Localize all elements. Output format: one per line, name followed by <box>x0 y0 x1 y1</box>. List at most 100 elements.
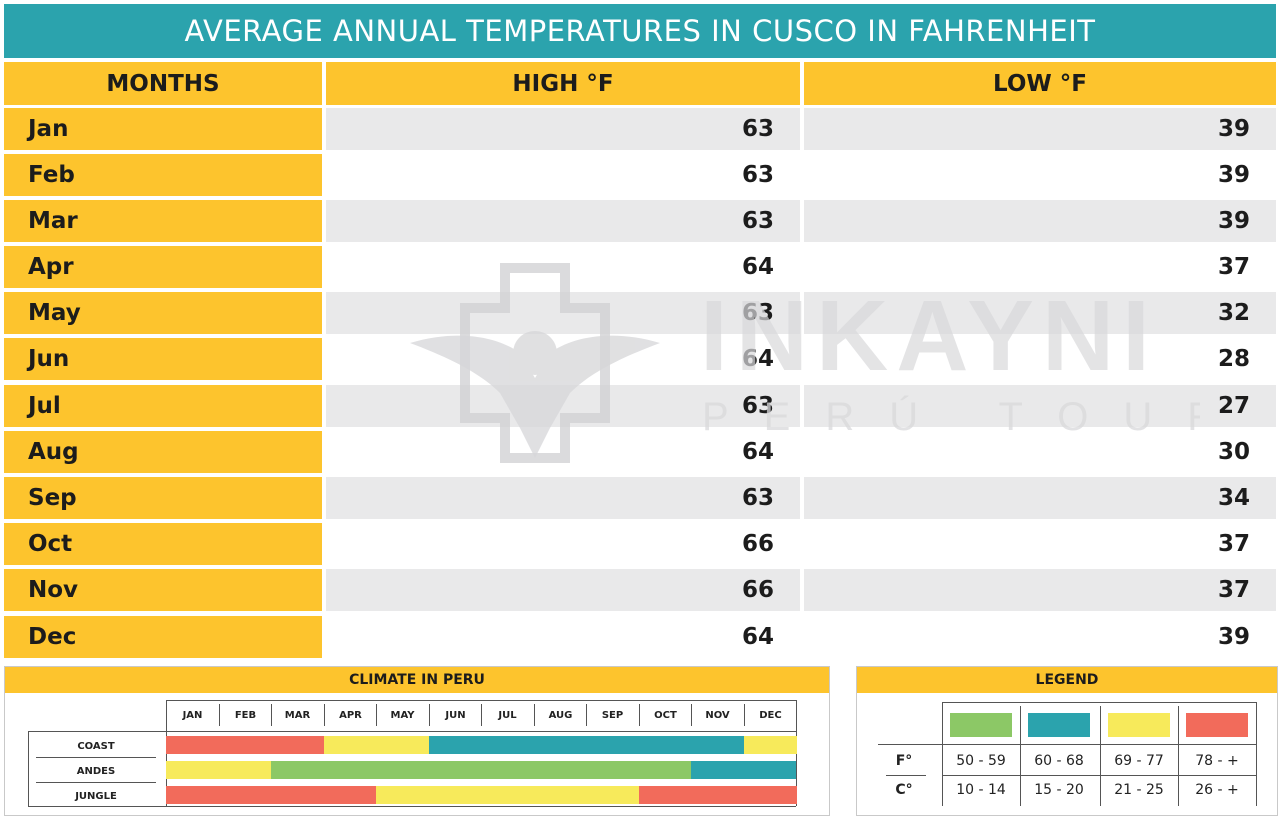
grid-line <box>28 731 29 806</box>
month-cell: Nov <box>4 569 322 611</box>
month-divider <box>324 704 325 726</box>
month-divider <box>534 704 535 726</box>
month-label: OCT <box>654 709 677 721</box>
month-cell: Jul <box>4 385 322 427</box>
high-cell: 63 <box>326 385 800 427</box>
month-divider <box>271 704 272 726</box>
month-label: SEP <box>601 709 624 721</box>
climate-bar <box>744 736 797 754</box>
grid-line <box>942 702 1256 703</box>
high-cell: 63 <box>326 108 800 150</box>
low-cell: 32 <box>804 292 1276 334</box>
month-divider <box>481 704 482 726</box>
low-cell: 39 <box>1217 624 1250 650</box>
month-cell: Sep <box>4 477 322 519</box>
celsius-range: 15 - 20 <box>1034 782 1084 798</box>
low-cell: 30 <box>1217 439 1250 465</box>
grid-line <box>28 806 796 807</box>
month-label: MAY <box>390 709 415 721</box>
month-divider <box>429 704 430 726</box>
legend-swatch <box>1108 713 1170 737</box>
celsius-range: 26 - + <box>1195 782 1239 798</box>
celsius-range: 21 - 25 <box>1114 782 1164 798</box>
month-cell: Dec <box>4 616 322 658</box>
month-label: APR <box>339 709 362 721</box>
month-divider <box>691 704 692 726</box>
month-cell: Oct <box>4 523 322 565</box>
month-label: JUL <box>498 709 517 721</box>
high-cell: 64 <box>741 254 774 280</box>
low-cell: 37 <box>1217 254 1250 280</box>
low-cell: 37 <box>804 569 1276 611</box>
high-cell: 63 <box>326 477 800 519</box>
low-cell: 39 <box>804 108 1276 150</box>
high-cell: 64 <box>741 439 774 465</box>
climate-bar <box>324 736 429 754</box>
high-cell: 63 <box>326 200 800 242</box>
grid-line <box>1020 706 1021 806</box>
region-label: JUNGLE <box>75 790 117 802</box>
fahrenheit-range: 78 - + <box>1195 753 1239 769</box>
climate-bar <box>376 786 639 804</box>
region-divider <box>36 782 156 783</box>
month-label: JUN <box>445 709 466 721</box>
month-label: NOV <box>705 709 730 721</box>
climate-bar <box>166 761 271 779</box>
region-divider <box>36 757 156 758</box>
fahrenheit-range: 69 - 77 <box>1114 753 1164 769</box>
low-cell: 27 <box>804 385 1276 427</box>
grid-line <box>28 731 796 732</box>
month-label: MAR <box>284 709 311 721</box>
month-cell: Jun <box>4 338 322 380</box>
climate-bar <box>691 761 796 779</box>
month-label: FEB <box>234 709 257 721</box>
region-label: ANDES <box>76 765 116 777</box>
low-header: LOW °F <box>804 62 1276 105</box>
month-cell: Aug <box>4 431 322 473</box>
high-cell: 64 <box>741 346 774 372</box>
month-divider <box>744 704 745 726</box>
legend-swatch <box>1186 713 1248 737</box>
climate-bar <box>429 736 744 754</box>
month-divider <box>639 704 640 726</box>
grid-line <box>878 744 1256 745</box>
high-cell: 64 <box>741 624 774 650</box>
month-label: JAN <box>182 709 203 721</box>
climate-bar <box>271 761 691 779</box>
low-cell: 39 <box>804 200 1276 242</box>
climate-bar <box>166 736 324 754</box>
page-title: AVERAGE ANNUAL TEMPERATURES IN CUSCO IN … <box>4 4 1276 58</box>
month-cell: Apr <box>4 246 322 288</box>
month-label: AUG <box>548 709 573 721</box>
high-cell: 63 <box>326 292 800 334</box>
grid-line <box>1100 706 1101 806</box>
high-cell: 63 <box>741 162 774 188</box>
month-cell: Mar <box>4 200 322 242</box>
grid-line <box>1256 702 1257 806</box>
grid-line <box>886 775 926 776</box>
legend-swatch <box>1028 713 1090 737</box>
fahrenheit-range: 50 - 59 <box>956 753 1006 769</box>
climate-bar <box>166 786 376 804</box>
legend-panel-title: LEGEND <box>857 667 1277 693</box>
legend-swatch <box>950 713 1012 737</box>
grid-line <box>942 702 943 806</box>
high-header: HIGH °F <box>326 62 800 105</box>
fahrenheit-label: F° <box>895 753 913 769</box>
month-cell: Feb <box>4 154 322 196</box>
fahrenheit-range: 60 - 68 <box>1034 753 1084 769</box>
month-divider <box>586 704 587 726</box>
grid-line <box>942 775 1256 776</box>
region-label: COAST <box>77 740 115 752</box>
month-cell: Jan <box>4 108 322 150</box>
climate-panel-title: CLIMATE IN PERU <box>5 667 829 693</box>
high-cell: 66 <box>326 569 800 611</box>
low-cell: 39 <box>1217 162 1250 188</box>
high-cell: 66 <box>741 531 774 557</box>
low-cell: 28 <box>1217 346 1250 372</box>
low-cell: 34 <box>804 477 1276 519</box>
low-cell: 37 <box>1217 531 1250 557</box>
grid-line <box>166 700 796 701</box>
months-header: MONTHS <box>4 62 322 105</box>
celsius-range: 10 - 14 <box>956 782 1006 798</box>
